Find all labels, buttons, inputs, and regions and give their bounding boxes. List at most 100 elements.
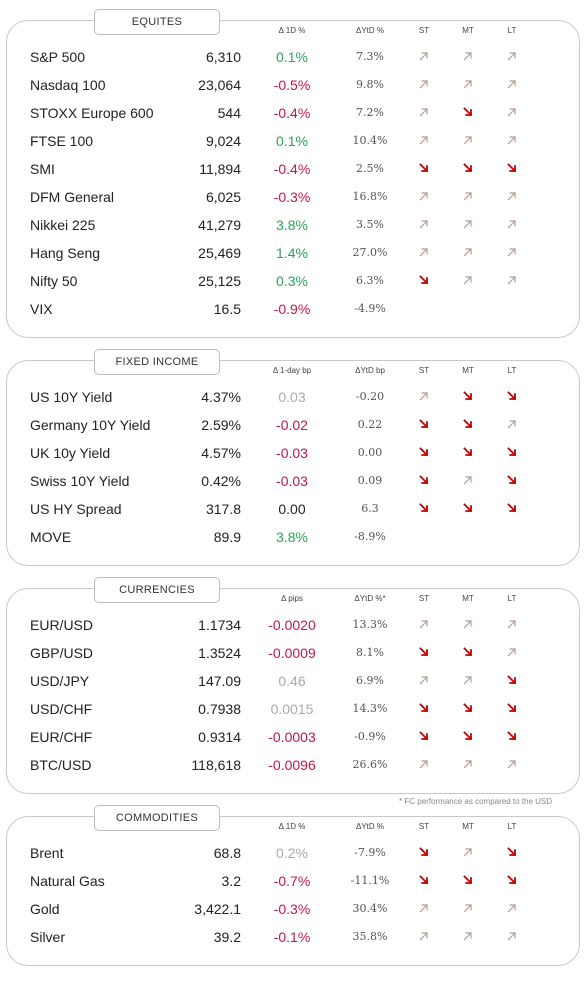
change-1d: -0.9% bbox=[273, 301, 311, 317]
instrument-value: 16.5 bbox=[213, 301, 241, 317]
header-ytd: ΔYtD % bbox=[355, 25, 384, 35]
arrow-down-right-icon bbox=[504, 495, 520, 523]
column-header-row: Δ 1-day bp ΔYtD bp ST MT LT bbox=[0, 362, 586, 378]
instrument-name: SMI bbox=[30, 161, 55, 177]
instrument-name: Hang Seng bbox=[30, 245, 101, 261]
arrow-up-right-icon bbox=[460, 71, 476, 99]
arrow-up-right-icon bbox=[416, 611, 432, 639]
header-lt: LT bbox=[507, 25, 517, 35]
arrow-down-right-icon bbox=[460, 99, 476, 127]
arrow-down-right-icon bbox=[416, 639, 432, 667]
arrow-up-right-icon bbox=[416, 211, 432, 239]
change-ytd: 8.1% bbox=[356, 646, 384, 659]
arrow-up-right-icon bbox=[416, 239, 432, 267]
instrument-value: 41,279 bbox=[198, 217, 241, 233]
arrow-down-right-icon bbox=[504, 839, 520, 867]
table-row: Germany 10Y Yield 2.59% -0.02 0.22 bbox=[0, 411, 586, 439]
trend-empty bbox=[504, 295, 520, 323]
instrument-name: Swiss 10Y Yield bbox=[30, 473, 130, 489]
instrument-value: 0.42% bbox=[201, 473, 241, 489]
arrow-up-right-icon bbox=[416, 383, 432, 411]
instrument-name: DFM General bbox=[30, 189, 115, 205]
instrument-name: US 10Y Yield bbox=[30, 389, 113, 405]
instrument-name: FTSE 100 bbox=[30, 133, 94, 149]
instrument-value: 9,024 bbox=[205, 133, 241, 149]
change-1d: -0.4% bbox=[273, 105, 311, 121]
header-lt: LT bbox=[507, 593, 517, 603]
instrument-value: 118,618 bbox=[191, 757, 241, 773]
arrow-down-right-icon bbox=[416, 495, 432, 523]
arrow-down-right-icon bbox=[416, 267, 432, 295]
fixed-income-tab: FIXED INCOME bbox=[94, 349, 220, 375]
change-1d: -0.0020 bbox=[268, 617, 316, 633]
change-1d: -0.0003 bbox=[268, 729, 316, 745]
instrument-name: Silver bbox=[30, 929, 66, 945]
arrow-up-right-icon bbox=[504, 751, 520, 779]
table-row: Brent 68.8 0.2% -7.9% bbox=[0, 839, 586, 867]
table-row: STOXX Europe 600 544 -0.4% 7.2% bbox=[0, 99, 586, 127]
fixed-income-panel bbox=[6, 360, 580, 566]
arrow-up-right-icon bbox=[504, 411, 520, 439]
commodities-tab: COMMODITIES bbox=[94, 805, 220, 831]
change-ytd: 30.4% bbox=[352, 902, 388, 915]
change-1d: 0.0015 bbox=[270, 701, 314, 717]
instrument-value: 25,469 bbox=[198, 245, 241, 261]
arrow-up-right-icon bbox=[416, 43, 432, 71]
table-row: Nikkei 225 41,279 3.8% 3.5% bbox=[0, 211, 586, 239]
arrow-up-right-icon bbox=[416, 895, 432, 923]
arrow-down-right-icon bbox=[504, 155, 520, 183]
table-row: S&P 500 6,310 0.1% 7.3% bbox=[0, 43, 586, 71]
header-mt: MT bbox=[462, 365, 474, 375]
instrument-value: 25,125 bbox=[198, 273, 241, 289]
equities-tab: EQUITES bbox=[94, 9, 220, 35]
arrow-up-right-icon bbox=[460, 267, 476, 295]
change-ytd: 0.09 bbox=[357, 474, 383, 487]
change-ytd: 6.3% bbox=[356, 274, 384, 287]
instrument-name: Natural Gas bbox=[30, 873, 105, 889]
arrow-down-right-icon bbox=[460, 439, 476, 467]
arrow-down-right-icon bbox=[460, 411, 476, 439]
arrow-down-right-icon bbox=[504, 723, 520, 751]
arrow-up-right-icon bbox=[416, 667, 432, 695]
change-ytd: 26.6% bbox=[352, 758, 388, 771]
change-ytd: 0.00 bbox=[357, 446, 383, 459]
column-header-row: Δ 1D % ΔYtD % ST MT LT bbox=[0, 22, 586, 38]
header-st: ST bbox=[418, 365, 430, 375]
change-ytd: 6.3 bbox=[361, 502, 379, 515]
change-1d: -0.3% bbox=[273, 189, 311, 205]
header-ytd: ΔYtD %* bbox=[354, 593, 386, 603]
change-ytd: 0.22 bbox=[357, 418, 383, 431]
arrow-up-right-icon bbox=[460, 667, 476, 695]
change-ytd: 7.3% bbox=[356, 50, 384, 63]
arrow-down-right-icon bbox=[416, 439, 432, 467]
change-1d: -0.0009 bbox=[268, 645, 316, 661]
change-ytd: 35.8% bbox=[352, 930, 388, 943]
trend-empty bbox=[416, 523, 432, 551]
instrument-name: USD/JPY bbox=[30, 673, 90, 689]
arrow-up-right-icon bbox=[460, 923, 476, 951]
arrow-up-right-icon bbox=[416, 751, 432, 779]
table-row: Nifty 50 25,125 0.3% 6.3% bbox=[0, 267, 586, 295]
arrow-up-right-icon bbox=[504, 211, 520, 239]
instrument-value: 0.9314 bbox=[198, 729, 241, 745]
table-row: EUR/USD 1.1734 -0.0020 13.3% bbox=[0, 611, 586, 639]
arrow-up-right-icon bbox=[504, 127, 520, 155]
change-1d: -0.3% bbox=[273, 901, 311, 917]
arrow-up-right-icon bbox=[504, 895, 520, 923]
table-row: Nasdaq 100 23,064 -0.5% 9.8% bbox=[0, 71, 586, 99]
table-row: US HY Spread 317.8 0.00 6.3 bbox=[0, 495, 586, 523]
instrument-value: 1.1734 bbox=[198, 617, 241, 633]
table-row: Gold 3,422.1 -0.3% 30.4% bbox=[0, 895, 586, 923]
change-ytd: -0.9% bbox=[354, 730, 386, 743]
table-row: VIX 16.5 -0.9% -4.9% bbox=[0, 295, 586, 323]
arrow-up-right-icon bbox=[416, 71, 432, 99]
arrow-down-right-icon bbox=[504, 467, 520, 495]
instrument-name: USD/CHF bbox=[30, 701, 93, 717]
instrument-name: MOVE bbox=[30, 529, 72, 545]
change-ytd: 3.5% bbox=[356, 218, 384, 231]
change-1d: 3.8% bbox=[276, 529, 308, 545]
instrument-name: STOXX Europe 600 bbox=[30, 105, 154, 121]
arrow-up-right-icon bbox=[416, 99, 432, 127]
arrow-down-right-icon bbox=[416, 695, 432, 723]
arrow-down-right-icon bbox=[460, 867, 476, 895]
